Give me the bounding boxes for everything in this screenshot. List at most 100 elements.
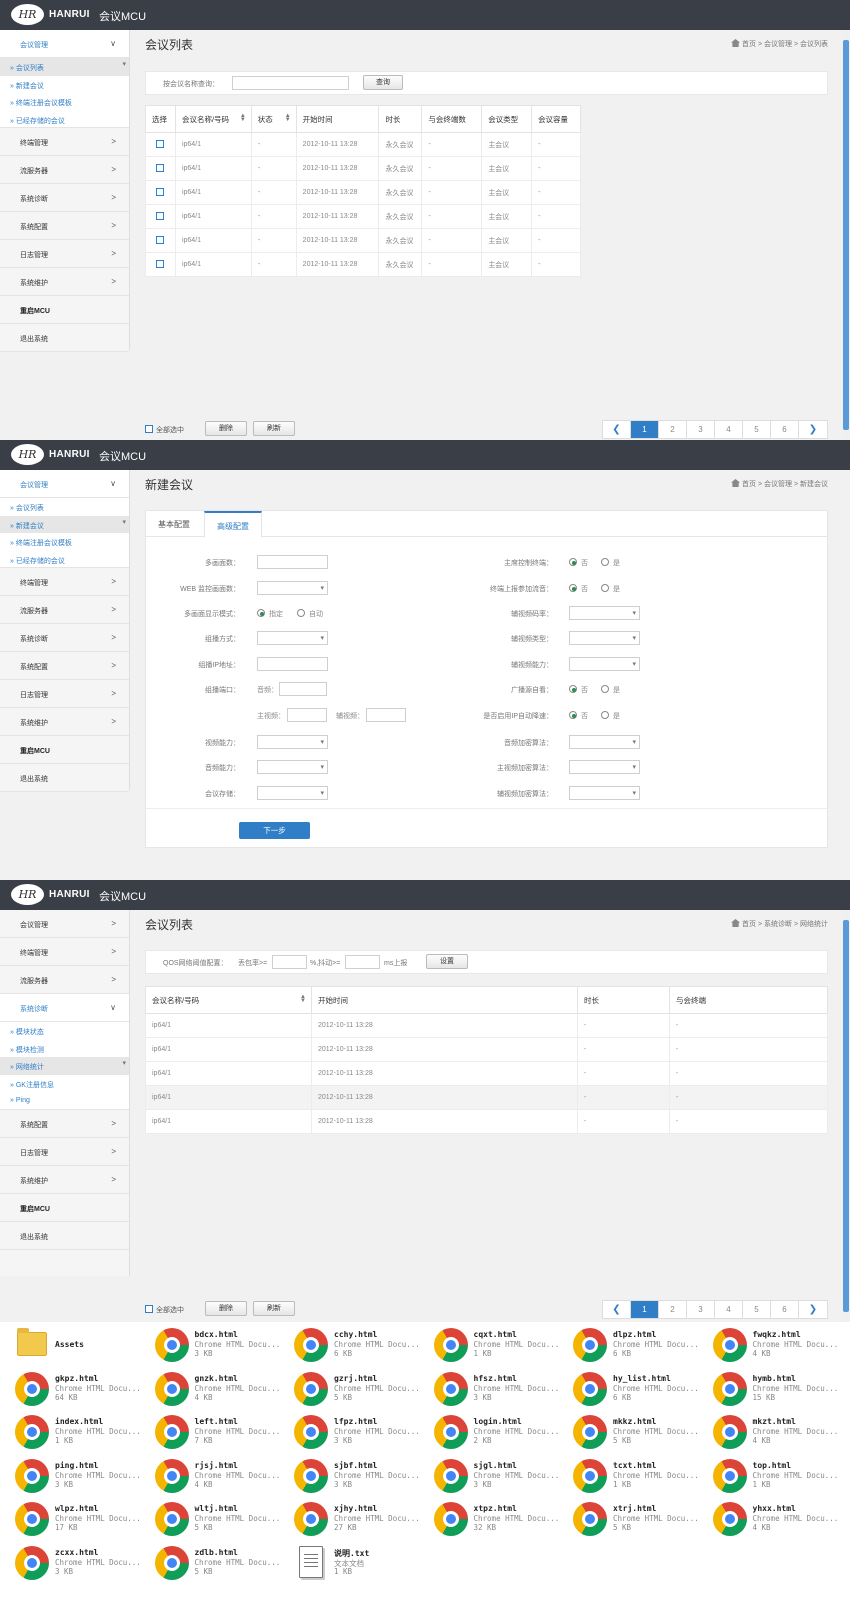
refresh-button[interactable]: 刷新: [253, 421, 295, 436]
radio-yes[interactable]: 是: [601, 685, 620, 695]
table-row[interactable]: ip64/1 2012-10-11 13:28- -: [145, 1037, 828, 1062]
file-item[interactable]: wlpz.html Chrome HTML Docu... 17 KB: [15, 1500, 153, 1542]
page-4[interactable]: 4: [715, 421, 743, 438]
file-item[interactable]: top.html Chrome HTML Docu... 1 KB: [712, 1457, 850, 1499]
file-item[interactable]: login.html Chrome HTML Docu... 2 KB: [433, 1413, 572, 1455]
menu-stream-server[interactable]: 流服务器 >: [0, 156, 129, 184]
submenu-conference-list[interactable]: 会议列表: [0, 58, 129, 76]
file-item[interactable]: xjhy.html Chrome HTML Docu... 27 KB: [294, 1500, 432, 1542]
submenu-module-detect[interactable]: 模块检测: [0, 1039, 129, 1057]
menu-config[interactable]: 系统配置 >: [0, 652, 129, 680]
table-row[interactable]: ip64/1-2012-10-11 13:28 永久会议 - 主会议 -: [145, 252, 581, 277]
file-item[interactable]: bdcx.html Chrome HTML Docu... 3 KB: [154, 1326, 293, 1368]
submenu-new-conference[interactable]: 新建会议: [0, 515, 129, 533]
submenu-stored-conference[interactable]: 已经存储的会议: [0, 550, 129, 568]
menu-maintenance[interactable]: 系统维护 >: [0, 708, 129, 736]
search-button[interactable]: 查询: [363, 75, 403, 90]
menu-conference[interactable]: 会议管理 ∨: [0, 470, 129, 498]
file-item[interactable]: mkkz.html Chrome HTML Docu... 5 KB: [573, 1413, 711, 1455]
row-checkbox[interactable]: [156, 211, 164, 220]
radio-no[interactable]: 否: [569, 711, 588, 721]
file-item[interactable]: Assets: [15, 1326, 153, 1368]
menu-diagnosis[interactable]: 系统诊断 >: [0, 624, 129, 652]
menu-diagnosis[interactable]: 系统诊断 >: [0, 184, 129, 212]
submenu-module-state[interactable]: 模块状态: [0, 1022, 129, 1040]
menu-terminal[interactable]: 终端管理 >: [0, 128, 129, 156]
file-item[interactable]: lfpz.html Chrome HTML Docu... 3 KB: [294, 1413, 432, 1455]
file-item[interactable]: cchy.html Chrome HTML Docu... 6 KB: [294, 1326, 432, 1368]
submenu-network-stats[interactable]: 网络统计: [0, 1057, 129, 1075]
next-page-button[interactable]: ❯: [808, 1304, 818, 1315]
page-5[interactable]: 5: [743, 421, 771, 438]
file-item[interactable]: gzrj.html Chrome HTML Docu... 5 KB: [294, 1370, 432, 1412]
scrollbar-thumb[interactable]: [843, 40, 849, 430]
file-item[interactable]: index.html Chrome HTML Docu... 1 KB: [15, 1413, 153, 1455]
menu-restart-mcu[interactable]: 重启MCU: [0, 296, 129, 324]
tab-advanced-config[interactable]: 高级配置: [204, 511, 262, 538]
main-video-port-input[interactable]: [287, 708, 327, 722]
table-row[interactable]: ip64/1 2012-10-11 13:28- -: [145, 1085, 828, 1110]
table-row[interactable]: ip64/1-2012-10-11 13:28 永久会议 - 主会议 -: [145, 204, 581, 229]
menu-maintenance[interactable]: 系统维护 >: [0, 268, 129, 296]
page-1[interactable]: 1: [631, 1301, 659, 1318]
aux-video-encryption-select[interactable]: [569, 786, 640, 800]
menu-log[interactable]: 日志管理 >: [0, 680, 129, 708]
page-6[interactable]: 6: [771, 1301, 799, 1318]
radio-no[interactable]: 否: [569, 584, 588, 594]
menu-restart-mcu[interactable]: 重启MCU: [0, 1193, 129, 1222]
col-name[interactable]: 会议名称/号码 ▲ ▼: [145, 986, 312, 1014]
select-all-checkbox[interactable]: [145, 425, 153, 433]
page-2[interactable]: 2: [659, 1301, 687, 1318]
row-checkbox[interactable]: [156, 259, 164, 268]
aux-video-port-input[interactable]: [366, 708, 406, 722]
radio-yes[interactable]: 是: [601, 711, 620, 721]
file-item[interactable]: sjbf.html Chrome HTML Docu... 3 KB: [294, 1457, 432, 1499]
file-item[interactable]: zdlb.html Chrome HTML Docu... 5 KB: [154, 1544, 293, 1586]
file-item[interactable]: hymb.html Chrome HTML Docu... 15 KB: [712, 1370, 850, 1412]
file-item[interactable]: ping.html Chrome HTML Docu... 3 KB: [15, 1457, 153, 1499]
table-row[interactable]: ip64/1 2012-10-11 13:28- -: [145, 1109, 828, 1134]
file-item[interactable]: dlpz.html Chrome HTML Docu... 6 KB: [573, 1326, 711, 1368]
row-checkbox[interactable]: [156, 163, 164, 172]
file-item[interactable]: cqxt.html Chrome HTML Docu... 1 KB: [433, 1326, 572, 1368]
audio-capability-select[interactable]: [257, 760, 328, 774]
file-item[interactable]: mkzt.html Chrome HTML Docu... 4 KB: [712, 1413, 850, 1455]
submenu-new-conference[interactable]: 新建会议: [0, 75, 129, 93]
next-page-button[interactable]: ❯: [808, 424, 818, 435]
file-item[interactable]: wltj.html Chrome HTML Docu... 5 KB: [154, 1500, 293, 1542]
file-item[interactable]: yhxx.html Chrome HTML Docu... 4 KB: [712, 1500, 850, 1542]
col-status[interactable]: 状态 ▲ ▼: [250, 105, 297, 133]
audio-encryption-select[interactable]: [569, 735, 640, 749]
scrollbar[interactable]: [842, 470, 850, 880]
radio-auto[interactable]: 自动: [297, 609, 323, 619]
page-3[interactable]: 3: [687, 421, 715, 438]
set-button[interactable]: 设置: [426, 954, 468, 969]
menu-logout[interactable]: 退出系统: [0, 764, 129, 792]
file-item[interactable]: sjgl.html Chrome HTML Docu... 3 KB: [433, 1457, 572, 1499]
select-all-checkbox[interactable]: [145, 1305, 153, 1313]
prev-page-button[interactable]: ❮: [603, 1301, 631, 1318]
radio-fixed[interactable]: 指定: [257, 609, 283, 619]
scrollbar-thumb[interactable]: [843, 920, 849, 1312]
aux-capability-select[interactable]: [569, 657, 640, 671]
page-3[interactable]: 3: [687, 1301, 715, 1318]
multicast-select[interactable]: [257, 631, 328, 645]
radio-no[interactable]: 否: [569, 685, 588, 695]
menu-diagnosis[interactable]: 系统诊断 ∨: [0, 994, 129, 1022]
submenu-conference-list[interactable]: 会议列表: [0, 498, 129, 516]
menu-restart-mcu[interactable]: 重启MCU: [0, 736, 129, 764]
file-item[interactable]: xtrj.html Chrome HTML Docu... 5 KB: [573, 1500, 711, 1542]
table-row[interactable]: ip64/1 2012-10-11 13:28- -: [145, 1061, 828, 1086]
aux-type-select[interactable]: [569, 631, 640, 645]
menu-conference[interactable]: 会议管理 >: [0, 910, 129, 938]
jitter-input[interactable]: [345, 955, 380, 969]
tab-basic-config[interactable]: 基本配置: [158, 520, 190, 529]
scrollbar[interactable]: [842, 910, 850, 1322]
next-step-button[interactable]: 下一步: [239, 822, 310, 839]
scrollbar[interactable]: [842, 30, 850, 440]
row-checkbox[interactable]: [156, 235, 164, 244]
audio-port-input[interactable]: [279, 682, 327, 696]
col-name[interactable]: 会议名称/号码 ▲ ▼: [174, 105, 252, 133]
menu-terminal[interactable]: 终端管理 >: [0, 938, 129, 966]
multi-picture-input[interactable]: [257, 555, 328, 569]
